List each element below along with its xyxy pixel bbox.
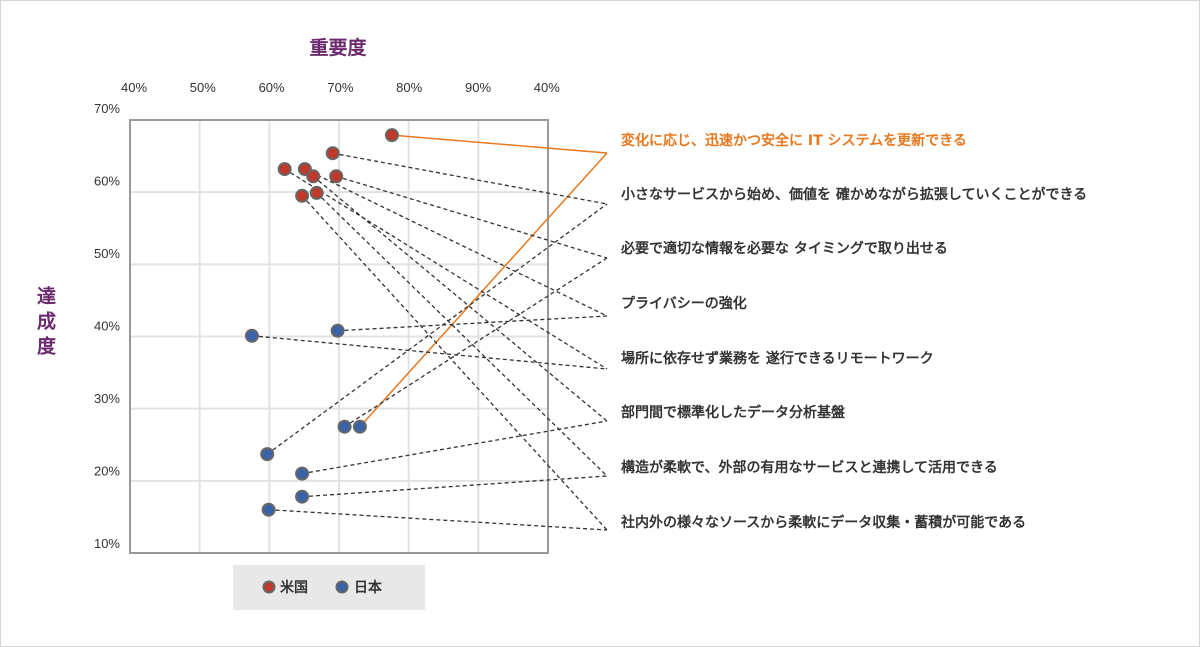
point-jp (244, 328, 259, 343)
connector-line-us (316, 192, 608, 477)
item-label: 部門間で標準化したデータ分析基盤 (621, 404, 846, 421)
point-us (329, 169, 344, 184)
point-jp (337, 419, 352, 434)
y-tick-label: 40% (94, 319, 120, 334)
point-jp (352, 419, 367, 434)
y-tick-label: 30% (94, 391, 120, 406)
connector-line-us (332, 152, 608, 205)
point-us (295, 188, 310, 203)
point-us (309, 185, 324, 200)
point-jp (295, 489, 310, 504)
y-tick-label: 50% (94, 246, 120, 261)
item-label: 小さなサービスから始め、価値を 確かめながら拡張していくことができる (621, 186, 1087, 203)
connector-line-us (391, 134, 608, 154)
connector-line-us (301, 195, 608, 531)
item-label: 構造が柔軟で、外部の有用なサービスと連携して活用できる (621, 459, 998, 476)
x-tick-label: 40% (121, 80, 147, 95)
connector-line-jp (337, 315, 608, 332)
legend-marker-jp (335, 580, 349, 594)
x-tick-label: 80% (396, 80, 422, 95)
connector-line-jp (301, 420, 608, 475)
point-us (384, 128, 399, 143)
point-jp (260, 447, 275, 462)
y-tick-label: 70% (94, 101, 120, 116)
legend-marker-us (262, 580, 276, 594)
connector-line-us (304, 168, 608, 317)
x-tick-label: 90% (465, 80, 491, 95)
legend-box (233, 565, 425, 610)
item-label: 社内外の様々なソースから柔軟にデータ収集・蓄積が可能である (620, 514, 1026, 531)
connector-line-jp (251, 335, 608, 370)
connector-line-jp (302, 475, 608, 498)
legend-label-us: 米国 (280, 579, 308, 596)
x-axis-title: 重要度 (309, 36, 367, 59)
connector-line-jp (268, 509, 608, 531)
point-us (306, 169, 321, 184)
y-tick-label: 10% (94, 536, 120, 551)
connector-line-jp (359, 152, 608, 428)
connector-line-us (312, 175, 608, 422)
point-us (325, 146, 340, 161)
connector-line-jp (344, 257, 608, 428)
point-jp (330, 323, 345, 338)
connector-line-jp (266, 203, 608, 455)
x-tick-label: 40% (534, 80, 560, 95)
item-label: 必要で適切な情報を必要な タイミングで取り出せる (620, 240, 948, 257)
connector-line-us (284, 168, 608, 370)
legend-label-jp: 日本 (354, 579, 383, 596)
point-jp (295, 466, 310, 481)
item-label: 場所に依存せず業務を 遂行できるリモートワーク (621, 350, 934, 367)
x-tick-label: 50% (190, 80, 216, 95)
y-axis-title: 達成度 (34, 286, 56, 361)
x-tick-label: 60% (259, 80, 285, 95)
connector-line-us (336, 175, 608, 259)
legend: 米国 日本 (233, 565, 425, 610)
point-jp (261, 502, 276, 517)
item-label: 変化に応じ、迅速かつ安全に IT システムを更新できる (621, 132, 967, 149)
item-label: プライバシーの強化 (621, 295, 747, 312)
y-tick-label: 60% (94, 174, 120, 189)
y-tick-label: 20% (94, 464, 120, 479)
plot-border (129, 119, 549, 554)
x-tick-label: 70% (327, 80, 353, 95)
point-us (277, 162, 292, 177)
